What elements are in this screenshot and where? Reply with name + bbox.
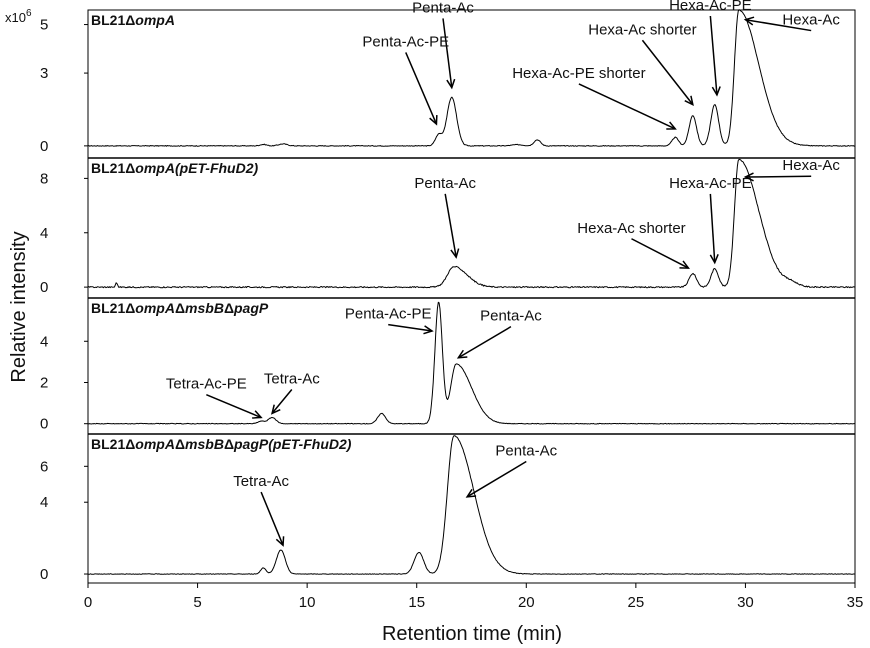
panel-frame xyxy=(87,433,856,584)
annotation-arrow xyxy=(641,39,694,106)
y-tick-label: 0 xyxy=(40,566,48,583)
annotation-arrow xyxy=(709,193,716,263)
x-tick-label: 0 xyxy=(84,594,92,611)
peak-annotation: Hexa-Ac xyxy=(782,12,840,29)
annotation-arrow xyxy=(388,323,433,332)
annotation-arrowhead xyxy=(456,349,468,359)
peak-annotation: Hexa-Ac-PE shorter xyxy=(512,65,645,82)
annotation-arrow xyxy=(271,389,293,414)
annotation-arrow xyxy=(745,18,812,32)
annotation-arrow xyxy=(260,491,284,546)
annotation-arrowhead xyxy=(743,172,754,182)
peak-annotation: Penta-Ac-PE xyxy=(362,33,449,50)
panel-label: BL21ΔompA(pET-FhuD2) xyxy=(91,160,259,176)
annotation-arrowhead xyxy=(666,121,677,130)
x-tick-label: 35 xyxy=(847,594,864,611)
panel-label: BL21ΔompAΔmsbBΔpagP(pET-FhuD2) xyxy=(91,436,352,452)
x-tick-label: 30 xyxy=(737,594,754,611)
annotation-arrow xyxy=(405,52,438,125)
annotation-arrowhead xyxy=(465,488,477,498)
chromatogram-trace xyxy=(87,301,855,425)
peak-annotation: Penta-Ac xyxy=(495,443,557,460)
peak-annotation: Penta-Ac-PE xyxy=(345,306,432,323)
x-tick-label: 10 xyxy=(299,594,316,611)
panel-label: BL21ΔompAΔmsbBΔpagP xyxy=(91,300,269,316)
peak-annotation: Penta-Ac xyxy=(414,175,476,192)
annotation-arrowhead xyxy=(252,410,263,419)
peak-annotation: Penta-Ac xyxy=(480,308,542,325)
y-tick-label: 0 xyxy=(40,416,48,433)
annotation-arrowhead xyxy=(275,536,285,547)
y-tick-label: 2 xyxy=(40,374,48,391)
y-multiplier: x106 xyxy=(5,8,32,25)
peak-annotation: Hexa-Ac-PE xyxy=(669,0,752,14)
peak-annotation: Hexa-Ac xyxy=(782,157,840,174)
annotation-arrow xyxy=(457,326,512,359)
annotation-arrowhead xyxy=(446,78,456,90)
annotation-arrow xyxy=(206,393,262,419)
peak-annotation: Hexa-Ac-PE xyxy=(669,175,752,192)
panel-frame xyxy=(87,9,856,159)
y-tick-label: 3 xyxy=(40,65,48,82)
chromatogram-trace xyxy=(87,158,856,289)
annotation-arrow xyxy=(578,83,676,130)
y-tick-label: 5 xyxy=(40,17,48,34)
chromatogram-trace xyxy=(87,435,855,575)
y-tick-label: 4 xyxy=(40,333,48,350)
peak-annotation: Hexa-Ac shorter xyxy=(577,220,685,237)
annotation-arrow xyxy=(709,15,718,95)
panel-1: 0 3 5 BL21ΔompA Penta-Ac Penta-Ac-PE Hexa-Ac-P… xyxy=(40,0,856,159)
annotation-arrowhead xyxy=(684,95,694,106)
annotation-arrowhead xyxy=(450,248,460,259)
x-tick-label: 15 xyxy=(408,594,425,611)
annotation-arrowhead xyxy=(270,404,281,415)
panel-frame xyxy=(87,297,856,435)
panel-2: 0 4 8 BL21ΔompA(pET-FhuD2) Penta-Ac Hexa-Ac-P… xyxy=(40,157,856,299)
y-tick-label: 4 xyxy=(40,225,48,242)
y-tick-label: 0 xyxy=(40,279,48,296)
annotation-arrowhead xyxy=(711,86,721,97)
x-tick-label: 20 xyxy=(518,594,535,611)
y-tick-label: 6 xyxy=(40,458,48,475)
annotation-arrow xyxy=(466,460,527,498)
peak-annotation: Tetra-Ac xyxy=(233,473,289,490)
panel-3: 0 2 4 BL21ΔompAΔmsbBΔpagP Penta-Ac-PE Penta-A… xyxy=(40,297,856,435)
annotation-arrow xyxy=(745,175,812,178)
x-tick-label: 25 xyxy=(628,594,645,611)
y-axis-title: Relative intensity xyxy=(8,231,30,382)
annotation-arrowhead xyxy=(429,115,438,126)
annotation-arrowhead xyxy=(679,260,690,269)
panel-4: 0 4 6 BL21ΔompAΔmsbBΔpagP(pET-FhuD2) Tetra-A… xyxy=(40,433,856,584)
y-tick-label: 4 xyxy=(40,494,48,511)
peak-annotation: Tetra-Ac xyxy=(264,371,320,388)
annotation-arrow xyxy=(631,238,689,269)
peak-annotation: Hexa-Ac shorter xyxy=(588,21,696,38)
annotation-arrow xyxy=(444,193,457,258)
annotation-arrow xyxy=(442,18,453,88)
panels-group: 0 3 5 BL21ΔompA Penta-Ac Penta-Ac-PE Hexa-Ac-P… xyxy=(40,0,856,584)
y-tick-label: 8 xyxy=(40,170,48,187)
annotation-arrowhead xyxy=(743,16,755,26)
y-tick-label: 0 xyxy=(40,138,48,155)
peak-annotation: Tetra-Ac-PE xyxy=(166,376,247,393)
peak-annotation: Penta-Ac xyxy=(412,0,474,16)
annotation-arrowhead xyxy=(709,254,719,265)
chromatogram-trace xyxy=(88,9,856,147)
x-tick-label: 5 xyxy=(193,594,201,611)
annotation-arrowhead xyxy=(423,325,434,335)
panel-label: BL21ΔompA xyxy=(91,12,175,28)
x-axis-title: Retention time (min) xyxy=(382,623,562,645)
x-axis: 0 5 10 15 20 25 30 35 xyxy=(84,583,864,611)
